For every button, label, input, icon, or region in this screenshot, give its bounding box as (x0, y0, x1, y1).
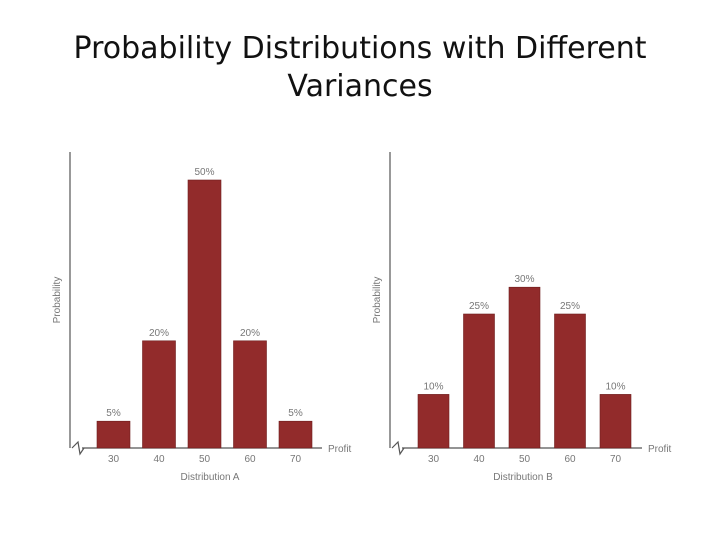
data-label-b-30: 10% (423, 381, 443, 392)
axis-break-mark (391, 440, 405, 456)
tick-label-a-30: 30 (108, 454, 120, 465)
title-line-2: Variances (287, 69, 433, 104)
data-label-b-50: 30% (514, 274, 534, 285)
y-axis-label: Probability (372, 277, 383, 324)
axis-break-mark (71, 440, 85, 456)
data-label-b-40: 25% (469, 301, 489, 312)
bar-a-60 (233, 340, 267, 449)
data-label-a-50: 50% (194, 167, 214, 178)
slide-title: Probability Distributions with Different… (0, 30, 720, 106)
bar-b-70 (599, 394, 632, 449)
tick-label-a-70: 70 (290, 454, 302, 465)
tick-label-a-60: 60 (244, 454, 256, 465)
title-line-1: Probability Distributions with Different (73, 31, 647, 66)
tick-label-b-60: 60 (564, 454, 576, 465)
tick-label-b-40: 40 (473, 454, 485, 465)
tick-label-a-50: 50 (199, 454, 211, 465)
bar-b-40 (463, 313, 495, 449)
data-label-b-70: 10% (605, 381, 625, 392)
y-axis-label: Probability (52, 277, 63, 324)
chart-title: Distribution B (493, 472, 553, 483)
bar-a-50 (187, 179, 222, 449)
data-label-a-60: 20% (240, 328, 260, 339)
data-label-a-40: 20% (149, 328, 169, 339)
data-label-b-60: 25% (560, 301, 580, 312)
bar-a-30 (96, 420, 131, 449)
tick-label-b-30: 30 (428, 454, 440, 465)
x-axis-label: Profit (328, 444, 352, 455)
bar-a-70 (278, 420, 313, 449)
data-label-a-30: 5% (106, 408, 121, 419)
bar-b-50 (508, 286, 541, 449)
tick-label-b-70: 70 (610, 454, 622, 465)
chart-title: Distribution A (181, 472, 240, 483)
chart-distribution-b: Probability Profit Distribution B 10% 30 25% 4… (372, 152, 672, 483)
bar-b-60 (554, 313, 586, 449)
bar-a-40 (142, 340, 176, 449)
tick-label-b-50: 50 (519, 454, 531, 465)
x-axis-label: Profit (648, 444, 672, 455)
data-label-a-70: 5% (288, 408, 303, 419)
tick-label-a-40: 40 (153, 454, 165, 465)
bar-b-30 (417, 394, 450, 449)
chart-distribution-a: Probability Profit Distribution A 5% 30 20% 40… (52, 152, 352, 483)
